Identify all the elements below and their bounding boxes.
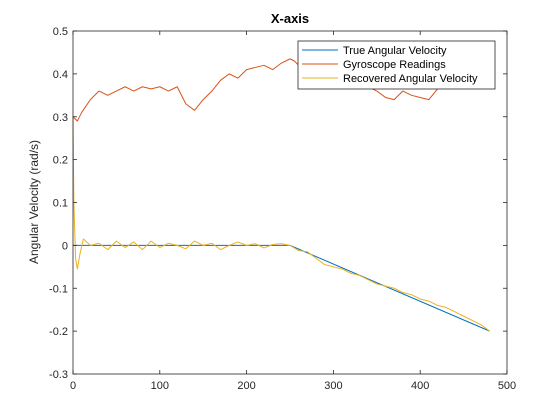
x-tick-label: 500	[498, 380, 516, 392]
x-tick-label: 400	[411, 380, 429, 392]
series-layer	[72, 58, 490, 332]
legend-label: True Angular Velocity	[343, 45, 447, 57]
y-tick-label: 0.2	[53, 155, 68, 167]
legend-label: Gyroscope Readings	[343, 59, 446, 71]
chart-title: X-axis	[271, 11, 309, 26]
x-tick-label: 300	[324, 380, 342, 392]
series-line-1	[72, 58, 438, 122]
y-tick-label: 0	[62, 240, 68, 252]
legend: True Angular Velocity Gyroscope Readings R…	[297, 40, 496, 90]
y-tick-label: -0.2	[49, 326, 68, 338]
y-tick-label: 0.3	[53, 112, 68, 124]
y-tick-label: -0.1	[49, 283, 68, 295]
tick-layer: 0 100 200 300 400 500 -0.3 -0.2 -0.1 0 0.1 0.2 0.3 0.…	[49, 26, 516, 392]
legend-box	[297, 40, 496, 90]
y-tick-label: 0.4	[53, 69, 68, 81]
x-tick-label: 0	[70, 380, 76, 392]
legend-entries: True Angular Velocity Gyroscope Readings R…	[302, 45, 478, 85]
x-tick-label: 100	[151, 380, 169, 392]
series-line-2	[72, 116, 490, 332]
x-tick-label: 200	[237, 380, 255, 392]
y-tick-label: 0.5	[53, 26, 68, 38]
y-axis-label: Angular Velocity (rad/s)	[27, 140, 41, 264]
y-tick-label: 0.1	[53, 198, 68, 210]
legend-label: Recovered Angular Velocity	[343, 73, 478, 85]
y-tick-label: -0.3	[49, 369, 68, 381]
